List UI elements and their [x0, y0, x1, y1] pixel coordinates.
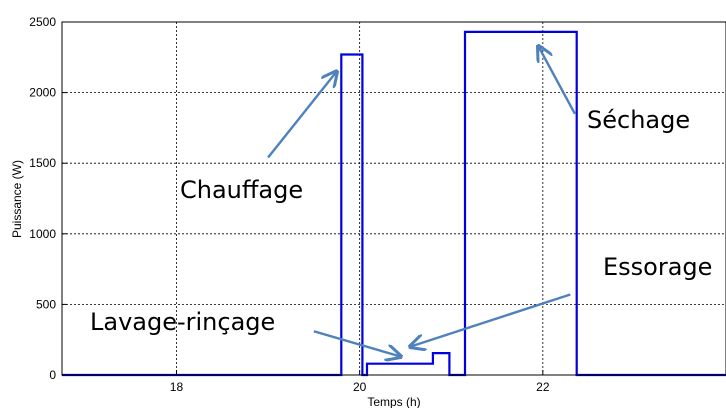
y-tick-label: 1000	[29, 227, 56, 241]
y-axis-label: Puissance (W)	[10, 160, 24, 238]
annotation-essorage: Essorage	[603, 253, 712, 281]
y-tick-label: 2000	[29, 86, 56, 100]
annotations: Chauffage Séchage Essorage Lavage-rinçage	[90, 46, 712, 357]
x-tick-label: 18	[170, 380, 184, 394]
x-axis-label: Temps (h)	[367, 395, 420, 408]
annotation-sechage: Séchage	[587, 106, 690, 134]
plot-frame	[61, 21, 726, 376]
y-tick-label: 1500	[29, 156, 56, 170]
annotation-arrow-sechage	[538, 46, 576, 115]
annotation-arrow-essorage	[410, 293, 571, 347]
x-tick-label: 20	[353, 380, 367, 394]
power-series-line	[62, 30, 726, 377]
tick-labels: 18 20 22 0 500 1000 1500 2000 2500	[29, 15, 550, 394]
y-tick-label: 2500	[29, 15, 56, 29]
annotation-lavage-rincage: Lavage-rinçage	[90, 308, 275, 336]
series-layer	[62, 30, 726, 377]
annotation-chauffage: Chauffage	[180, 176, 303, 204]
y-tick-label: 0	[49, 368, 56, 382]
x-tick-label: 22	[536, 380, 550, 394]
annotation-arrow-lavage-rincage	[313, 330, 401, 356]
y-tick-label: 500	[36, 297, 56, 311]
annotation-arrow-chauffage	[267, 71, 337, 159]
